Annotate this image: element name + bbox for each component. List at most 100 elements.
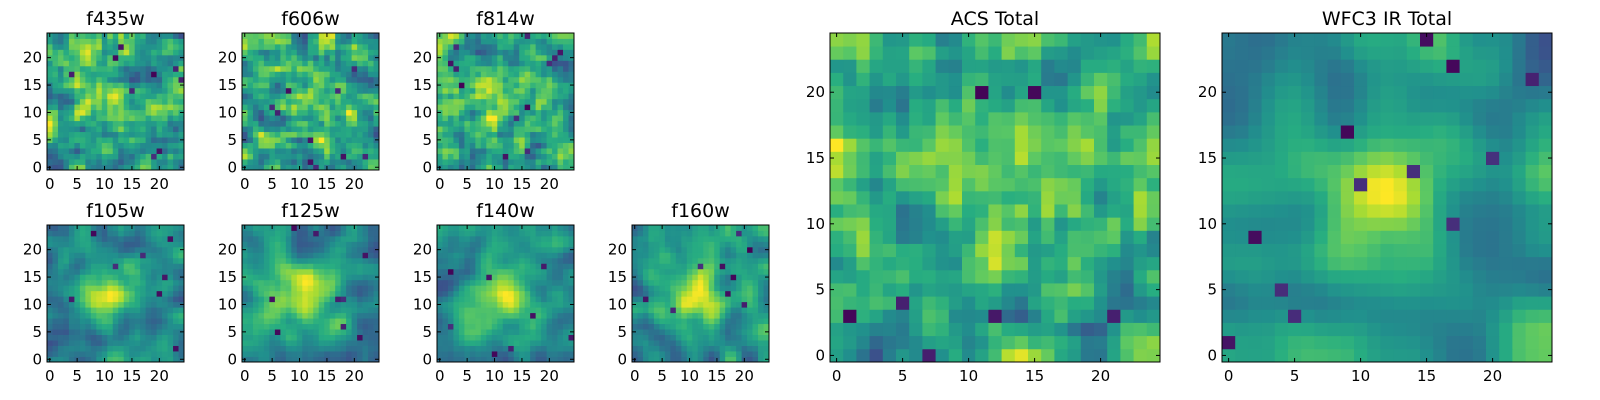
heatmap-cell [252,230,259,237]
heatmap-cell [670,356,677,363]
heatmap-cell [730,263,737,270]
heatmap-cell [74,230,81,237]
heatmap-cell [252,54,259,61]
heatmap-cell [557,301,564,308]
heatmap-cell [263,142,270,149]
heatmap-cell [692,274,699,281]
heatmap-cell [242,43,248,50]
heatmap-cell [285,329,292,335]
heatmap-cell [263,137,270,143]
panel-title: f435w [86,8,145,30]
heatmap-cell [475,274,482,281]
heatmap-cell [1014,177,1029,192]
x-tick-label: 10 [290,367,309,385]
heatmap-cell [686,323,693,330]
heatmap-cell [763,296,770,303]
heatmap-cell [285,148,292,154]
heatmap-cell [74,126,81,133]
heatmap-cell [453,351,460,357]
heatmap-cell [318,268,325,275]
y-tick-label: 20 [608,241,627,259]
heatmap-cell [469,230,476,237]
heatmap-cell [497,60,504,67]
heatmap-cell [258,131,265,138]
heatmap-cell [447,329,454,335]
heatmap-cell [962,296,976,310]
heatmap-cell [469,323,476,330]
heatmap-cell [90,126,97,133]
heatmap-cell [178,49,185,56]
heatmap-cell [90,340,97,346]
heatmap-cell [373,65,380,72]
heatmap-cell [948,348,963,363]
heatmap-cell [469,60,476,67]
heatmap-cell [140,54,147,61]
heatmap-cell [107,126,114,133]
heatmap-cell [307,104,314,111]
heatmap-cell [263,235,270,242]
heatmap-cell [252,49,259,56]
heatmap-cell [453,323,460,330]
heatmap-cell [563,225,569,231]
heatmap-cell [552,142,558,149]
heatmap-cell [340,49,347,56]
heatmap-cell [134,131,141,138]
heatmap-cell [57,98,64,105]
heatmap-cell [145,257,152,264]
heatmap-cell [269,159,276,165]
heatmap-cell [497,82,504,89]
y-tick-label: 15 [23,268,42,286]
heatmap-cell [659,257,666,264]
heatmap-cell [74,60,81,67]
heatmap-cell [167,87,174,94]
heatmap-cell [258,137,265,143]
heatmap-cell [340,82,347,89]
heatmap-cell [736,329,742,335]
heatmap-cell [530,279,537,286]
heatmap-cell [101,98,108,105]
heatmap-cell [830,348,844,363]
heatmap-cell [675,274,682,281]
heatmap-cell [167,38,174,45]
heatmap-cell [922,283,936,297]
heatmap-cell [247,126,254,133]
heatmap-cell [882,190,897,205]
heatmap-cell [247,131,254,138]
heatmap-cell [437,98,443,105]
heatmap-cell [335,225,342,231]
heatmap-cell [118,164,125,171]
heatmap-cell [447,33,454,39]
heatmap-cell [151,263,157,270]
heatmap-cell [530,115,537,122]
x-tick-label: 5 [72,175,82,193]
heatmap-cell [758,274,764,281]
heatmap-cell [469,263,476,270]
heatmap-cell [464,257,471,264]
heatmap-cell [1067,204,1082,218]
heatmap-cell [335,230,342,237]
heatmap-cell [519,142,526,149]
heatmap-cell [568,290,575,297]
heatmap-cell [568,60,575,67]
heatmap-cell [453,340,460,346]
heatmap-cell [280,345,287,352]
heatmap-cell [63,225,70,231]
heatmap-cell [935,190,950,205]
heatmap-cell [118,334,125,341]
heatmap-cell [1067,269,1082,284]
heatmap-cell [335,318,342,325]
heatmap-cell [988,190,1002,205]
x-tick-label: 0 [240,367,250,385]
heatmap-cell [162,60,168,67]
heatmap-cell [1133,322,1148,337]
heatmap-cell [296,142,303,149]
heatmap-cell [497,76,504,83]
heatmap-cell [475,312,482,319]
heatmap-cell [351,49,358,56]
heatmap-cell [96,43,103,50]
heatmap-cell [357,38,363,45]
heatmap-cell [475,120,482,127]
heatmap-cell [57,340,64,346]
heatmap-cell [247,356,254,363]
heatmap-cell [74,142,81,149]
